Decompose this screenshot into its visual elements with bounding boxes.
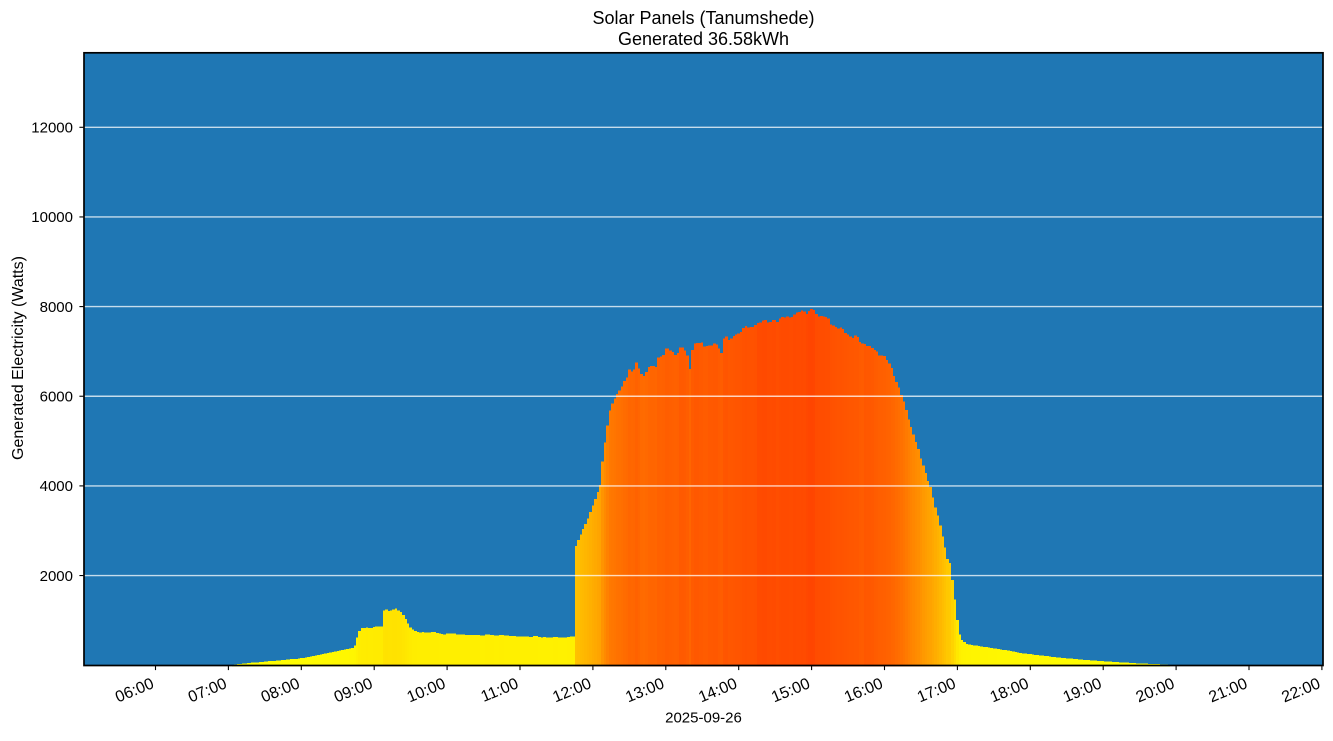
svg-text:4000: 4000 bbox=[40, 478, 73, 495]
svg-text:Solar Panels (Tanumshede): Solar Panels (Tanumshede) bbox=[592, 8, 814, 28]
svg-text:12000: 12000 bbox=[31, 119, 73, 136]
svg-text:8000: 8000 bbox=[40, 299, 73, 316]
svg-text:Generated 36.58kWh: Generated 36.58kWh bbox=[618, 29, 789, 49]
svg-text:2025-09-26: 2025-09-26 bbox=[665, 710, 742, 727]
svg-text:6000: 6000 bbox=[40, 388, 73, 405]
svg-text:Generated Electricity (Watts): Generated Electricity (Watts) bbox=[10, 256, 27, 460]
svg-text:10000: 10000 bbox=[31, 209, 73, 226]
svg-text:2000: 2000 bbox=[40, 568, 73, 585]
